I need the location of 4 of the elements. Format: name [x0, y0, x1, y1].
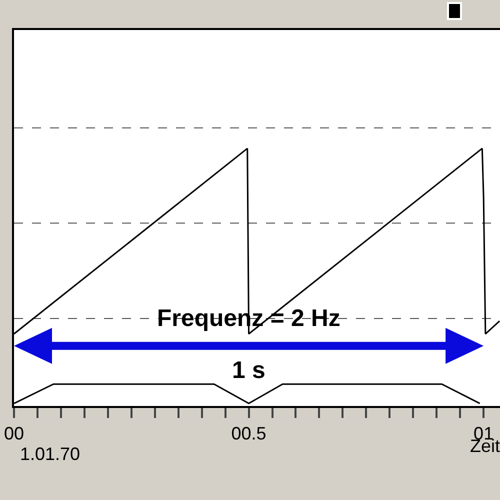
text: 1.01.70 [20, 444, 80, 464]
x-tick-label: 00 [4, 424, 24, 444]
annotation: 1 s [232, 357, 266, 384]
x-tick-label: 00.5 [231, 424, 266, 444]
